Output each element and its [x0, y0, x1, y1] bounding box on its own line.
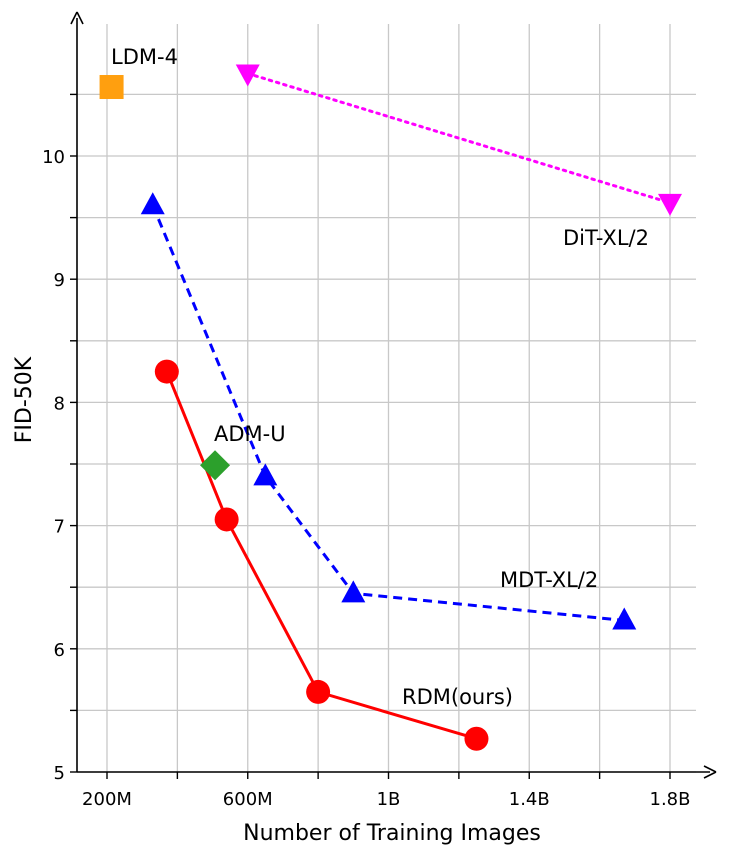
y-tick-label: 9 — [54, 270, 65, 291]
x-tick-label: 1.8B — [650, 789, 691, 810]
x-tick-label: 200M — [82, 789, 132, 810]
data-point — [658, 193, 682, 216]
y-tick-label: 10 — [42, 147, 65, 168]
labels: Number of Training Images FID-50K LDM-4 … — [12, 45, 649, 846]
series-label-mdt-xl-2: MDT-XL/2 — [500, 568, 598, 592]
series-line-2 — [246, 71, 672, 205]
series-line-1 — [151, 204, 625, 622]
x-tick-label: 1B — [377, 789, 401, 810]
y-tick-label: 5 — [54, 763, 65, 784]
data-point — [253, 463, 278, 486]
y-tick-label: 7 — [54, 517, 65, 538]
series-line-0 — [165, 371, 477, 741]
grid-lines — [77, 24, 696, 773]
data-point — [214, 507, 239, 532]
data-point — [200, 450, 231, 481]
x-axis-title: Number of Training Images — [243, 821, 541, 846]
series-label-ldm-4: LDM-4 — [111, 45, 178, 69]
axes: 200M 600M 1B 1.4B 1.8B 5 6 7 8 9 10 — [42, 11, 717, 810]
y-axis-title: FID-50K — [12, 356, 37, 443]
data-point — [612, 607, 637, 630]
data-point — [235, 64, 260, 87]
data-point — [341, 580, 366, 603]
data-point — [154, 359, 179, 384]
series-label-dit-xl-2: DiT-XL/2 — [563, 226, 649, 250]
data-point — [140, 192, 165, 215]
y-tick-label: 8 — [54, 393, 65, 414]
data-point — [464, 726, 489, 751]
y-tick-label: 6 — [54, 640, 65, 661]
x-tick-label: 600M — [223, 789, 273, 810]
series-markers — [99, 64, 682, 751]
data-point — [306, 679, 331, 704]
data-point — [99, 75, 124, 100]
x-axis-arrow — [703, 765, 717, 779]
y-axis-arrow — [70, 11, 84, 25]
series-label-rdm-ours: RDM(ours) — [402, 685, 513, 709]
x-tick-label: 1.4B — [509, 789, 550, 810]
series-lines — [151, 71, 672, 741]
series-label-adm-u: ADM-U — [214, 422, 286, 446]
